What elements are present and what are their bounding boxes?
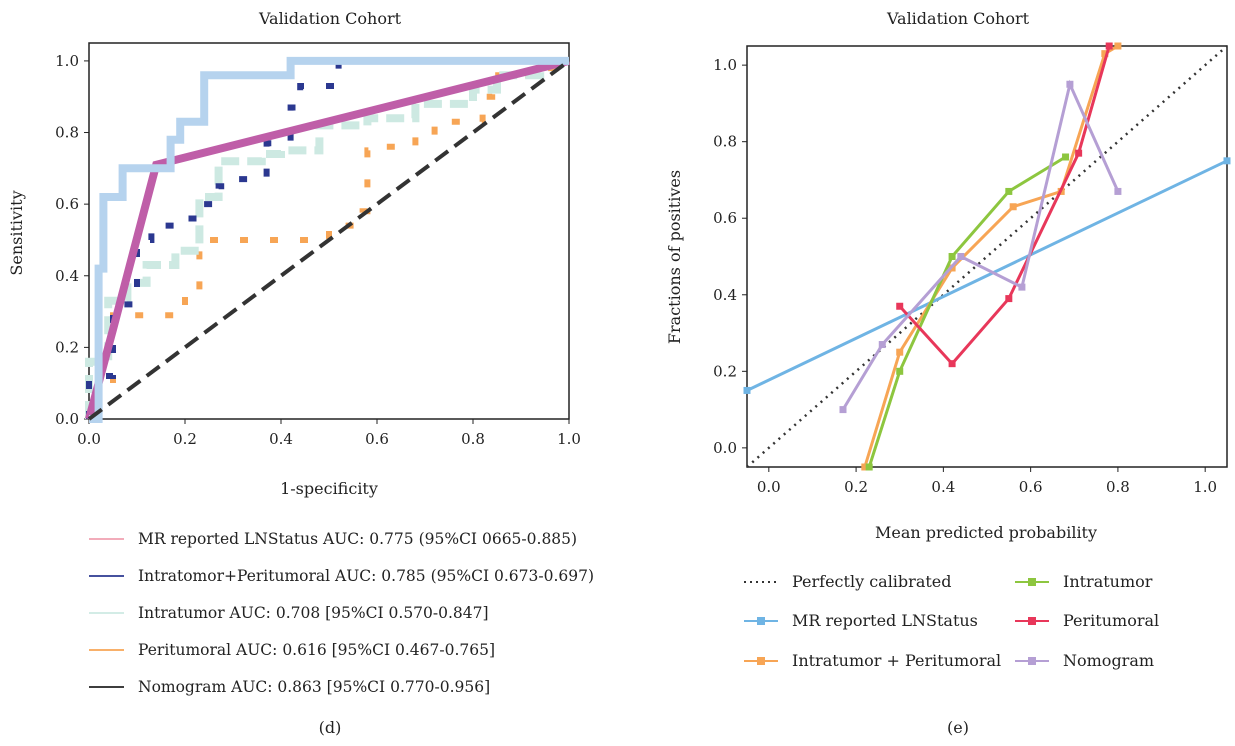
cal-ticks: 0.0 0.2 0.4 0.6 0.8 1.0 0.0 0.2 0.4 0.6 0.8 1.0 (713, 56, 1217, 496)
y-tick-label: 0.6 (713, 209, 737, 227)
series-point (896, 348, 904, 356)
x-tick-label: 1.0 (1193, 478, 1217, 496)
y-tick-label: 1.0 (55, 52, 79, 70)
series-point (865, 463, 873, 471)
series-line (89, 56, 569, 423)
x-tick-label: 0.8 (1106, 478, 1130, 496)
series-point (1066, 80, 1074, 88)
y-tick-label: 0.2 (55, 338, 79, 356)
y-tick-label: 0.0 (713, 439, 737, 457)
series-point (1114, 187, 1122, 195)
roc-ticks: 0.0 0.2 0.4 0.6 0.8 1.0 0.0 0.2 0.4 0.6 0.8 1.0 (55, 52, 581, 448)
series-point (861, 463, 869, 471)
series-point (878, 341, 886, 349)
roc-legend: MR reported LNStatus AUC: 0.775 (95%CI 0… (89, 530, 594, 696)
legend-label: MR reported LNStatus AUC: 0.775 (95%CI 0… (138, 530, 577, 548)
y-tick-label: 0.2 (713, 362, 737, 380)
series-point (743, 386, 751, 394)
roc-ylabel: Sensitivity (7, 190, 26, 275)
series-point (957, 253, 965, 260)
series-line (746, 159, 1228, 392)
roc-plot-frame (88, 42, 570, 420)
series-point (896, 302, 904, 310)
legend-label: Nomogram AUC: 0.863 [95%CI 0.770-0.956] (138, 678, 490, 696)
x-tick-label: 0.6 (365, 430, 389, 448)
series-point (1101, 50, 1109, 58)
x-tick-label: 0.2 (844, 478, 868, 496)
roc-series (85, 56, 572, 423)
legend-label: Peritumoral AUC: 0.616 [95%CI 0.467-0.76… (138, 641, 495, 659)
series-point (1114, 42, 1122, 50)
legend-marker (1028, 657, 1036, 665)
y-tick-label: 0.6 (55, 195, 79, 213)
y-tick-label: 0.4 (55, 267, 79, 285)
y-tick-label: 0.4 (713, 286, 737, 304)
series-point (1105, 42, 1113, 50)
series-point (1005, 295, 1013, 303)
legend-marker (1028, 578, 1036, 586)
series-point (1018, 283, 1026, 291)
series-line (85, 57, 570, 419)
x-tick-label: 0.4 (931, 478, 955, 496)
series-line (86, 57, 569, 419)
y-tick-label: 0.0 (55, 410, 79, 428)
y-tick-label: 0.8 (55, 124, 79, 142)
legend-label: Perfectly calibrated (792, 572, 952, 591)
x-tick-label: 0.4 (269, 430, 293, 448)
legend-label: Peritumoral (1063, 611, 1159, 630)
series-point (948, 253, 956, 260)
cal-title: Validation Cohort (886, 9, 1030, 28)
roc-panel: Validation Cohort 0.0 0.2 0.4 0.6 0.8 1.00.00… (7, 9, 594, 737)
series-line (86, 60, 572, 419)
cal-ylabel: Fractions of positives (665, 170, 684, 344)
roc-panel-label: (d) (319, 718, 342, 737)
cal-panel-label: (e) (947, 718, 969, 737)
roc-title: Validation Cohort (258, 9, 402, 28)
legend-marker (757, 657, 765, 665)
x-tick-label: 0.2 (173, 430, 197, 448)
series-point (948, 360, 956, 368)
series-point (1062, 153, 1070, 161)
x-tick-label: 0.8 (461, 430, 485, 448)
legend-marker (757, 617, 765, 625)
series-line (746, 45, 1228, 468)
legend-label: Intratumor + Peritumoral (792, 651, 1001, 670)
x-tick-label: 0.6 (1019, 478, 1043, 496)
cal-xlabel: Mean predicted probability (875, 523, 1097, 542)
y-tick-label: 1.0 (713, 56, 737, 74)
series-line (87, 59, 571, 421)
legend-label: Nomogram (1063, 651, 1154, 670)
series-line (841, 79, 1120, 411)
cal-legend: Perfectly calibrated Intratumor MR reporte… (744, 572, 1159, 670)
y-tick-label: 0.8 (713, 133, 737, 151)
series-point (839, 406, 847, 414)
legend-label: Intratumor (1063, 572, 1153, 591)
cal-series (743, 42, 1231, 471)
legend-label: Intratomor+Peritumoral AUC: 0.785 (95%CI… (138, 567, 594, 585)
series-point (1075, 149, 1083, 157)
series-point (1005, 187, 1013, 195)
series-point (896, 367, 904, 375)
cal-plot-frame (746, 45, 1228, 468)
x-tick-label: 0.0 (77, 430, 101, 448)
legend-label: Intratumor AUC: 0.708 [95%CI 0.570-0.847… (138, 604, 489, 622)
legend-marker (1028, 617, 1036, 625)
legend-label: MR reported LNStatus (792, 611, 978, 630)
x-tick-label: 0.0 (757, 478, 781, 496)
calibration-panel: Validation Cohort 0.0 0.2 0.4 0.6 0.8 1.00.00… (665, 9, 1231, 737)
x-tick-label: 1.0 (557, 430, 581, 448)
series-point (1009, 203, 1017, 211)
series-point (1223, 157, 1231, 165)
roc-xlabel: 1-specificity (280, 479, 378, 498)
series-line (867, 155, 1067, 468)
series-line (898, 45, 1111, 366)
